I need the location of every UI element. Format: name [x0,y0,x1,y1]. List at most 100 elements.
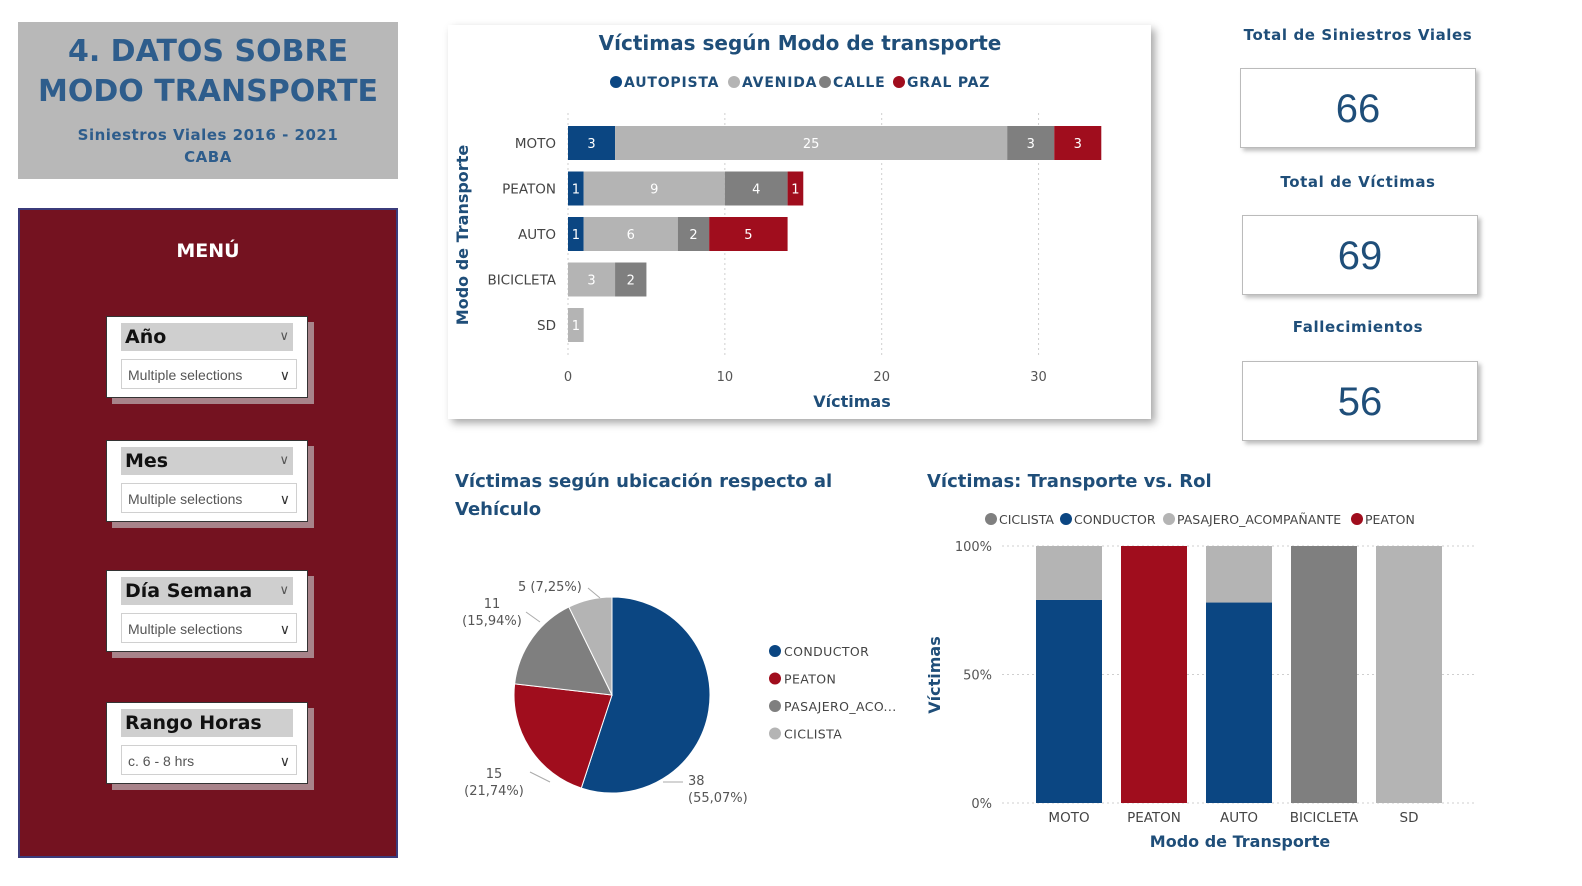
slicer-year[interactable]: Año ∨ Multiple selections ∨ [106,316,308,398]
page-title: 4. DATOS SOBRE MODO TRANSPORTE [38,34,378,109]
legend-marker-peaton [1351,513,1363,525]
pie-slice-ciclista[interactable] [568,596,613,696]
slicer-weekday-dropdown[interactable]: Multiple selections ∨ [121,613,297,643]
bar-peaton-gral-paz[interactable] [787,171,804,206]
legend-label-ciclista[interactable]: CICLISTA [784,727,842,742]
column-bicicleta-ciclista[interactable] [1291,546,1357,803]
slicer-year-dropdown[interactable]: Multiple selections ∨ [121,359,297,389]
slicer-month-header[interactable]: Mes ∨ [121,447,293,475]
bar-bicicleta-avenida[interactable] [568,262,616,297]
kpi-card-total-crashes: 66 [1240,68,1476,148]
column-peaton-peaton[interactable] [1121,546,1187,803]
column-auto-pasajero-acompanante[interactable] [1206,546,1272,603]
bar-sd-avenida[interactable] [568,308,584,342]
data-label: 2 [627,274,635,289]
legend-marker-peaton [769,672,781,685]
pie-labels: 38 (55,07%) 15 (21,74%) 11 (15,94%) 5 (7,25%) [462,580,748,806]
chart-bars[interactable]: 3 25 3 31 9 4 11 6 2 53 21 [568,126,1102,342]
chart-victims-by-transport-mode[interactable]: Víctimas según Modo de transporte AUTOPI… [448,25,1151,419]
slicer-month[interactable]: Mes ∨ Multiple selections ∨ [106,440,308,522]
chart-legend[interactable]: AUTOPISTA AVENIDA CALLE GRAL PAZ [610,75,990,91]
bar-peaton-calle[interactable] [724,171,788,206]
bar-auto-gral-paz[interactable] [709,217,788,251]
filter-menu: MENÚ Año ∨ Multiple selections ∨ Mes ∨ Mult… [18,208,398,858]
chevron-down-icon[interactable]: ∨ [279,329,289,344]
legend-marker-ciclista [769,727,781,740]
slicer-month-dropdown[interactable]: Multiple selections ∨ [121,483,297,513]
column-auto-conductor[interactable] [1206,602,1272,803]
chevron-down-icon[interactable]: ∨ [279,367,290,383]
data-label: 1 [791,183,799,198]
bar-moto-calle[interactable] [1007,126,1055,160]
x-tick-label-sd: SD [1400,810,1419,826]
data-label: 4 [752,183,760,198]
slicer-hour-range[interactable]: Rango Horas c. 6 - 8 hrs ∨ [106,702,308,784]
pie-legend[interactable]: CONDUCTOR PEATON PASAJERO_ACO... CICLISTA [769,644,897,742]
chart-victims-by-position[interactable]: 38(55,07%)15(21,74%)11(15,94%)5 (7,25%) … [448,560,918,820]
x-tick-label-auto: AUTO [1220,810,1258,826]
y-tick-label-bicicleta: BICICLETA [487,273,556,289]
legend-label-conductor[interactable]: CONDUCTOR [784,644,869,659]
bar-auto-calle[interactable] [677,217,710,251]
y-tick-label: 100% [955,540,992,555]
column-chart-title: Víctimas: Transporte vs. Rol [927,471,1212,492]
chart-card-transport-mode [448,25,1151,419]
x-tick-label-peaton: PEATON [1127,810,1181,826]
slicer-weekday-label: Día Semana [125,580,253,602]
pie-slice-pasajero-acompanante[interactable] [514,606,613,696]
legend-label-conductor[interactable]: CONDUCTOR [1074,512,1156,527]
column-sd-pasajero-acompanante[interactable] [1376,546,1442,803]
y-tick-label-sd: SD [537,318,556,334]
chevron-down-icon[interactable]: ∨ [279,491,290,507]
pie-slice-peaton[interactable] [513,683,613,789]
bar-auto-autopista[interactable] [568,217,584,251]
x-axis-label: Víctimas [813,392,890,411]
bar-moto-gral-paz[interactable] [1054,126,1102,160]
slicer-year-header[interactable]: Año ∨ [121,323,293,351]
chevron-down-icon[interactable]: ∨ [279,753,290,769]
x-tick-label-bicicleta: BICICLETA [1290,810,1359,826]
slicer-hour-range-value: c. 6 - 8 hrs [128,753,195,769]
slicer-hour-range-dropdown[interactable]: c. 6 - 8 hrs ∨ [121,745,297,775]
chevron-down-icon[interactable]: ∨ [279,583,289,598]
pie-data-label: 15 [486,767,503,782]
pie-slice-conductor[interactable] [580,596,711,794]
pie-slices[interactable] [513,596,711,794]
data-label: 25 [803,137,820,152]
chevron-down-icon[interactable]: ∨ [279,453,289,468]
slicer-weekday-header[interactable]: Día Semana ∨ [121,577,293,605]
bar-moto-avenida[interactable] [615,126,1008,160]
chart-bars[interactable] [1036,546,1442,803]
legend-label-gral-paz[interactable]: GRAL PAZ [907,75,990,91]
legend-marker-autopista [610,76,622,88]
legend-marker-conductor [1060,513,1072,525]
bar-peaton-avenida[interactable] [583,171,725,206]
legend-label-peaton[interactable]: PEATON [784,672,836,687]
legend-label-calle[interactable]: CALLE [833,75,886,91]
legend-label-pasajero-acompanante[interactable]: PASAJERO_ACO... [784,699,897,714]
legend-label-ciclista[interactable]: CICLISTA [999,512,1054,527]
legend-label-peaton[interactable]: PEATON [1365,512,1415,527]
legend-label-avenida[interactable]: AVENIDA [742,75,817,91]
legend-label-pasajero-acompanante[interactable]: PASAJERO_ACOMPAÑANTE [1177,512,1341,527]
legend-label-autopista[interactable]: AUTOPISTA [624,75,719,91]
leader-line [525,611,541,623]
bar-moto-autopista[interactable] [568,126,616,160]
legend-marker-conductor [769,645,781,657]
bar-auto-avenida[interactable] [583,217,678,251]
slicer-weekday[interactable]: Día Semana ∨ Multiple selections ∨ [106,570,308,652]
column-moto-conductor[interactable] [1036,599,1102,803]
chevron-down-icon[interactable]: ∨ [279,621,290,637]
bar-peaton-autopista[interactable] [568,171,584,206]
chart-transport-vs-role[interactable]: CICLISTA CONDUCTOR PASAJERO_ACOMPAÑANTE PEA… [920,500,1500,860]
x-axis-label: Modo de Transporte [1150,832,1331,851]
kpi-label-total-crashes: Total de Siniestros Viales [1243,26,1473,44]
x-tick-label: 0 [564,370,572,385]
pie-data-label: 5 (7,25%) [518,580,582,595]
pie-chart-title: Víctimas según ubicación respecto al Veh… [455,471,833,520]
bar-bicicleta-calle[interactable] [615,262,647,297]
chart-legend[interactable]: CICLISTA CONDUCTOR PASAJERO_ACOMPAÑANTE PEA… [985,512,1415,527]
legend-marker-ciclista [985,513,997,525]
column-moto-pasajero-acompanante[interactable] [1036,546,1102,600]
x-tick-label: 10 [717,370,734,385]
